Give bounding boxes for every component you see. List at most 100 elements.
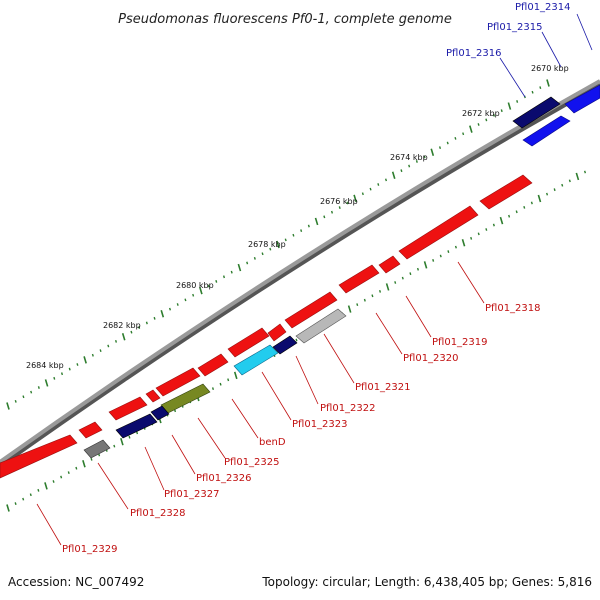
outer-tick xyxy=(462,132,465,136)
gene-pfl01-2319[interactable] xyxy=(398,205,479,260)
gene-label-pfl01-2329: Pfl01_2329 xyxy=(62,544,118,555)
gene-pfl01-2321a[interactable] xyxy=(284,291,338,329)
gene-pfl01-2315[interactable] xyxy=(522,115,571,147)
outer-tick xyxy=(415,160,418,163)
outer-tick xyxy=(292,233,295,237)
outer-tick xyxy=(338,206,341,209)
gene-pfl01-2329[interactable] xyxy=(0,434,78,479)
gene-pfl01-2321[interactable] xyxy=(295,308,347,344)
outer-tick xyxy=(446,141,449,145)
outer-tick xyxy=(107,344,110,348)
inner-tick xyxy=(485,228,488,231)
gene-pfl01-2326[interactable] xyxy=(150,405,170,421)
outer-tick xyxy=(60,372,64,376)
axis-label-2676: 2676 kbp xyxy=(320,197,358,206)
outer-tick xyxy=(14,399,17,403)
axis-label-2672: 2672 kbp xyxy=(462,109,500,118)
outer-tick xyxy=(246,261,249,265)
inner-tick xyxy=(60,475,63,479)
gene-label-pfl01-2322: Pfl01_2322 xyxy=(320,403,376,414)
gene-bend-b[interactable] xyxy=(155,367,201,397)
inner-tick xyxy=(128,435,131,439)
outer-tick xyxy=(346,201,349,205)
map-title: Pseudomonas fluorescens Pf0-1, complete … xyxy=(118,12,452,27)
outer-tick xyxy=(423,155,426,159)
outer-tick xyxy=(477,123,480,126)
outer-tick xyxy=(384,178,388,182)
inner-tick xyxy=(295,338,298,342)
inner-tick xyxy=(454,245,457,249)
inner-tick xyxy=(67,471,70,475)
outer-tick xyxy=(507,102,512,110)
outer-tick xyxy=(314,217,319,226)
inner-tick xyxy=(136,431,139,435)
inner-tick xyxy=(44,482,48,490)
outer-tick xyxy=(153,316,156,320)
gene-bend[interactable] xyxy=(197,353,229,377)
outer-tick xyxy=(30,390,33,394)
genome-backbone-shadow xyxy=(0,81,600,468)
axis-label-2678: 2678 kbp xyxy=(248,240,286,249)
outer-tick xyxy=(361,192,364,196)
gene-label-pfl01-2314: Pfl01_2314 xyxy=(515,2,571,13)
outer-tick xyxy=(114,339,118,343)
inner-tick xyxy=(499,216,504,225)
outer-tick xyxy=(37,386,40,389)
outer-tick xyxy=(307,224,310,228)
gene-pfl01-2314[interactable] xyxy=(564,84,600,114)
outer-tick xyxy=(454,136,457,140)
gene-label-bend: benD xyxy=(259,437,286,448)
reverse-strand-genes xyxy=(0,174,533,479)
axis-label-2682: 2682 kbp xyxy=(103,321,141,330)
inner-tick xyxy=(423,261,428,269)
outer-tick xyxy=(469,125,473,133)
inner-tick xyxy=(394,281,397,284)
gene-pfl01-2327[interactable] xyxy=(115,413,158,439)
outer-tick xyxy=(176,303,179,306)
inner-tick xyxy=(6,504,10,512)
outer-tick xyxy=(353,194,357,203)
gene-pfl01-2323a[interactable] xyxy=(227,327,270,358)
gene-pfl01-2323[interactable] xyxy=(233,344,279,376)
gene-pfl01-2320b[interactable] xyxy=(338,264,380,294)
outer-tick xyxy=(168,307,172,311)
outer-tick xyxy=(276,240,280,249)
outer-tick xyxy=(76,363,79,366)
outer-tick xyxy=(485,118,488,122)
outer-tick xyxy=(83,356,87,364)
axis-label-2680: 2680 kbp xyxy=(176,281,214,290)
outer-tick xyxy=(53,376,56,380)
outer-tick xyxy=(230,270,233,274)
inner-tick xyxy=(546,192,549,196)
gene-pfl01-2326a[interactable] xyxy=(145,389,161,403)
outer-tick xyxy=(539,86,542,90)
genome-backbone xyxy=(0,79,600,464)
forward-strand-genes xyxy=(512,84,600,147)
gene-label-pfl01-2319: Pfl01_2319 xyxy=(432,337,488,348)
outer-tick xyxy=(284,238,287,242)
inner-tick xyxy=(515,210,518,214)
inner-tick xyxy=(113,444,116,448)
gene-pfl01-2322a[interactable] xyxy=(267,323,287,342)
inner-tick xyxy=(439,254,442,258)
gene-pfl01-2318[interactable] xyxy=(479,174,533,210)
gene-label-pfl01-2318: Pfl01_2318 xyxy=(485,303,541,314)
gene-pfl01-2322[interactable] xyxy=(272,335,298,355)
gene-label-pfl01-2323: Pfl01_2323 xyxy=(292,419,348,430)
gene-label-pfl01-2315: Pfl01_2315 xyxy=(487,22,543,33)
outer-tick xyxy=(261,252,264,256)
gene-pfl01-2320[interactable] xyxy=(378,255,401,274)
gene-pfl01-2327a[interactable] xyxy=(108,396,148,421)
outer-tick xyxy=(546,79,550,87)
inner-tick xyxy=(537,194,542,203)
inner-tick xyxy=(508,214,511,218)
gene-label-pfl01-2327: Pfl01_2327 xyxy=(164,489,220,500)
gene-pfl01-2316[interactable] xyxy=(512,96,561,129)
gene-pfl01-2328[interactable] xyxy=(83,439,111,459)
outer-tick xyxy=(160,309,165,318)
inner-tick xyxy=(37,488,40,492)
inner-tick xyxy=(363,298,366,302)
gene-pfl01-2328a[interactable] xyxy=(78,421,103,439)
gene-label-pfl01-2325: Pfl01_2325 xyxy=(224,457,280,468)
